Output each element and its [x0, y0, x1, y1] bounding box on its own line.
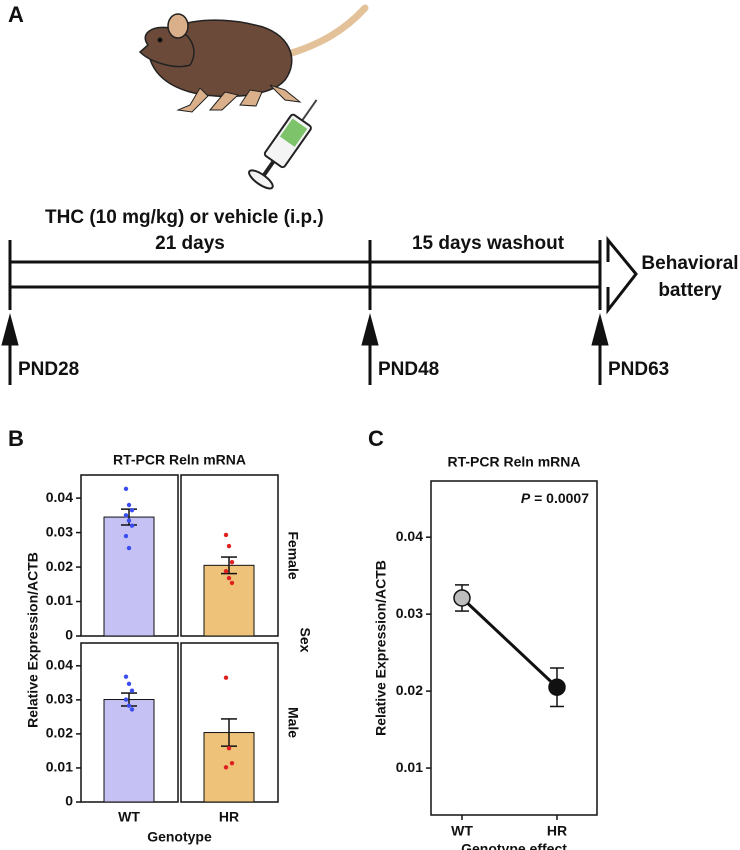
- y-tick-label: 0.04: [46, 657, 73, 673]
- y-tick-label: 0.02: [396, 682, 423, 698]
- plot-frame: [430, 480, 598, 816]
- y-axis-label: Relative Expression/ACTB: [373, 560, 389, 736]
- y-tick-label: 0: [65, 627, 73, 643]
- y-tick-label: 0: [65, 793, 73, 809]
- annotation-text: = 0.0007: [530, 490, 589, 506]
- chart-title: RT-PCR Reln mRNA: [113, 452, 246, 468]
- data-point: [229, 580, 235, 586]
- mouse-illustration: [138, 4, 369, 113]
- y-tick-label: 0.01: [46, 592, 73, 608]
- y-tick-label: 0.03: [396, 605, 423, 621]
- data-point: [223, 765, 229, 770]
- panel-label: B: [8, 426, 24, 451]
- data-point: [123, 513, 129, 518]
- timepoint-arrows: [1, 313, 609, 385]
- bar: [103, 699, 155, 803]
- treatment-label: THC (10 mg/kg) or vehicle (i.p.): [45, 207, 324, 228]
- data-point: [126, 518, 132, 523]
- y-tick-label: 0.04: [46, 489, 73, 505]
- annotation-symbol: P: [521, 490, 531, 506]
- x-tick-label: HR: [547, 823, 567, 839]
- data-point: [129, 507, 135, 513]
- timepoint-label: PND48: [378, 359, 439, 380]
- panel-label: A: [8, 2, 24, 27]
- data-point: [123, 533, 129, 539]
- y-tick-label: 0.01: [46, 759, 73, 775]
- y-tick-label: 0.03: [46, 523, 73, 539]
- y-tick-label: 0.03: [46, 691, 73, 707]
- timepoint-label: PND63: [608, 359, 669, 380]
- outcome-label: Behavioral: [641, 253, 738, 274]
- facet-label: Male: [285, 707, 301, 738]
- data-point: [229, 760, 235, 766]
- data-point: [129, 688, 135, 693]
- annotation: P = 0.0007: [521, 490, 589, 506]
- y-tick-label: 0.01: [396, 759, 423, 775]
- data-point: [223, 532, 229, 538]
- y-axis-label: Relative Expression/ACTB: [25, 552, 41, 728]
- chart-title: RT-PCR Reln mRNA: [447, 454, 580, 470]
- data-point: [123, 674, 129, 679]
- data-point: [126, 681, 132, 687]
- data-point: [226, 575, 232, 581]
- x-tick-label: WT: [118, 809, 140, 825]
- data-point: [223, 568, 229, 574]
- point: [453, 589, 471, 607]
- data-point: [126, 703, 132, 708]
- timepoint-label: PND28: [18, 359, 79, 380]
- x-axis-label: Genotype: [147, 829, 212, 845]
- data-point: [126, 545, 132, 551]
- data-point: [229, 560, 235, 565]
- point: [548, 678, 566, 696]
- data-point: [126, 502, 132, 508]
- data-point: [226, 746, 232, 751]
- facet-label: Female: [285, 531, 301, 579]
- panel-label: C: [368, 426, 384, 451]
- syringe-illustration: [248, 99, 318, 190]
- line: [460, 596, 559, 689]
- bar: [103, 516, 155, 637]
- y-tick-label: 0.04: [396, 528, 423, 544]
- y-tick-label: 0.02: [46, 725, 73, 741]
- data-point: [123, 697, 129, 702]
- facet-title: Sex: [297, 628, 313, 653]
- x-tick-label: WT: [451, 823, 473, 839]
- outcome-label: battery: [658, 280, 722, 301]
- x-axis-label: Genotype effect: [461, 841, 567, 850]
- washout-label: 15 days washout: [412, 233, 565, 254]
- data-point: [129, 523, 135, 528]
- data-point: [226, 543, 232, 549]
- timeline: [8, 235, 638, 315]
- data-point: [129, 707, 135, 712]
- y-tick-label: 0.02: [46, 558, 73, 574]
- duration-label: 21 days: [155, 233, 225, 254]
- error-bar: [221, 556, 237, 575]
- data-point: [223, 675, 229, 680]
- data-point: [123, 486, 129, 491]
- x-tick-label: HR: [219, 809, 239, 825]
